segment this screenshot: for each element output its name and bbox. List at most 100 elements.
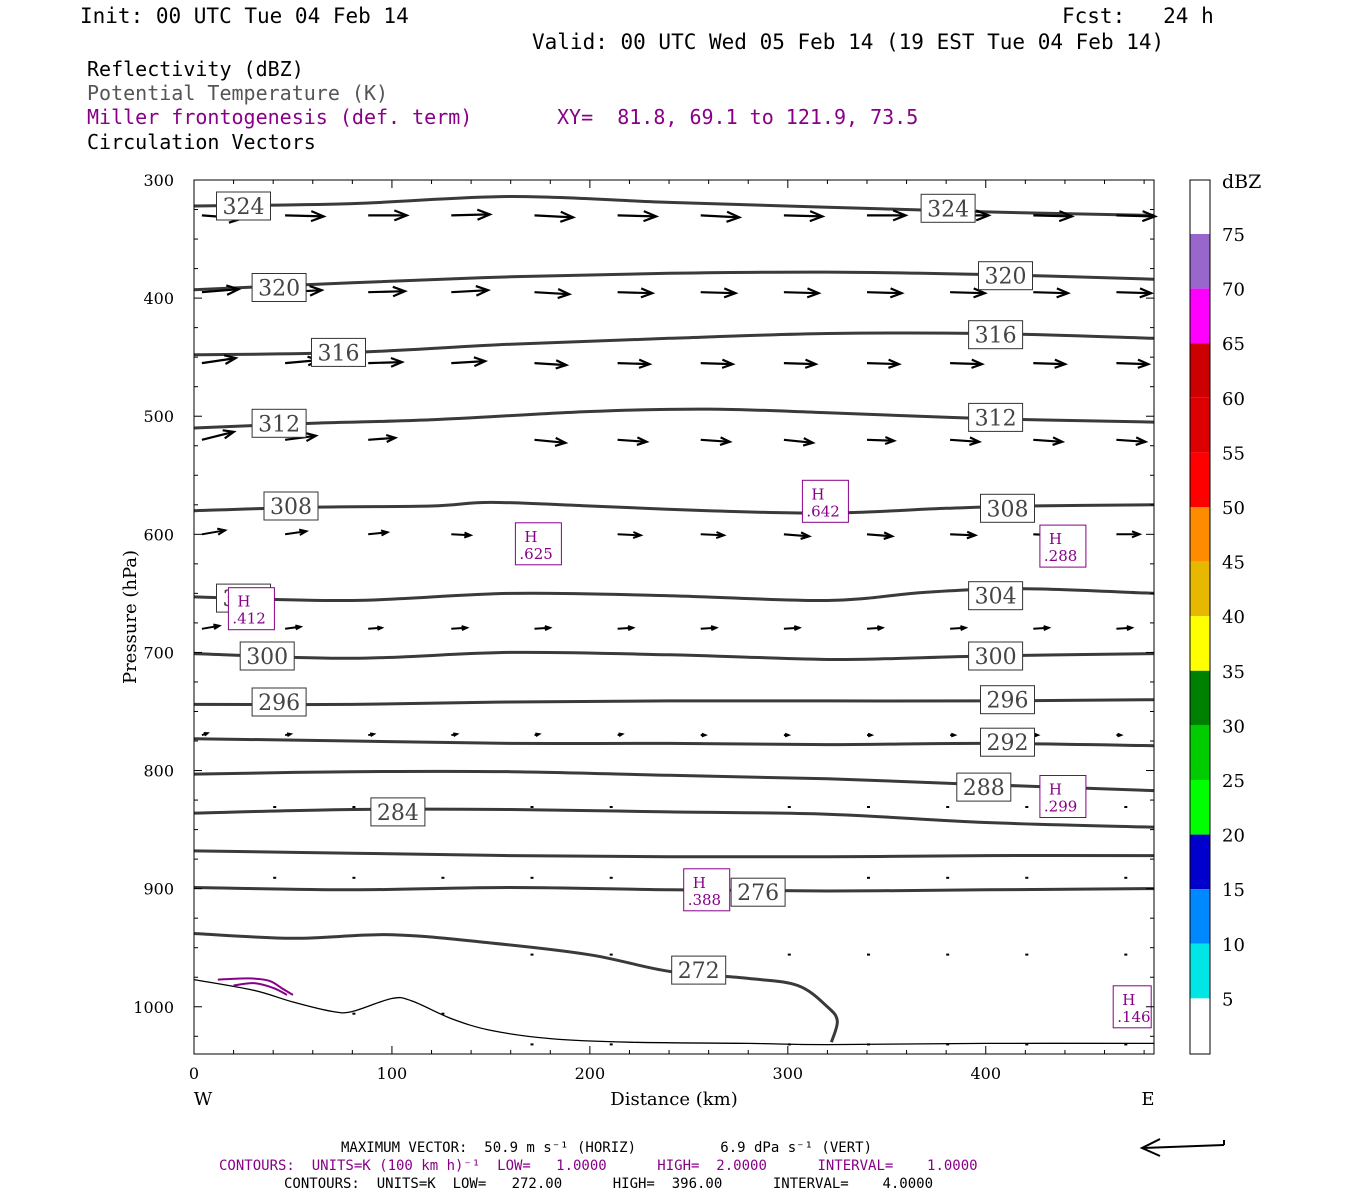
vector-head — [638, 358, 653, 369]
circulation-vector — [201, 527, 228, 536]
circulation-vector — [451, 732, 460, 737]
theta-label-text: 296 — [258, 691, 300, 716]
theta-contour-280 — [193, 849, 1155, 859]
colorbar-segment — [1190, 561, 1210, 617]
vector-head — [973, 287, 988, 299]
colorbar-segment — [1190, 288, 1210, 344]
vector-head — [393, 209, 410, 222]
vector-head — [636, 436, 650, 446]
colorbar-segment — [1190, 180, 1210, 234]
circulation-vector — [609, 806, 613, 808]
fronto-max-label: H — [811, 485, 824, 503]
circulation-vector — [1025, 1043, 1029, 1046]
vector-head — [216, 527, 228, 536]
vector-shaft — [534, 438, 566, 444]
circulation-vector — [285, 210, 327, 223]
theta-label-text: 312 — [975, 406, 1017, 431]
field-frontogenesis: Miller frontogenesis (def. term) — [87, 105, 473, 129]
fronto-max-value: .412 — [232, 610, 265, 628]
circulation-vector — [352, 1012, 356, 1015]
circulation-vector — [946, 876, 950, 879]
colorbar-label: 35 — [1222, 662, 1245, 683]
valid-time: Valid: 00 UTC Wed 05 Feb 14 (19 EST Tue … — [532, 30, 1165, 54]
vector-shaft — [534, 214, 574, 219]
circulation-vector — [950, 732, 958, 738]
circulation-vector — [867, 806, 870, 808]
circulation-vector — [783, 625, 802, 632]
fronto-max-value: .642 — [806, 502, 839, 520]
vector-head — [710, 625, 719, 632]
colorbar-segment — [1190, 507, 1210, 562]
theta-label: 320 — [978, 261, 1033, 291]
theta-label-text: 296 — [987, 689, 1029, 714]
vector-head — [883, 531, 896, 540]
vector-head — [889, 287, 905, 299]
circulation-vector — [867, 876, 870, 879]
colorbar-segment — [1190, 725, 1210, 780]
theta-label-box — [956, 772, 1012, 802]
vector-shaft — [950, 533, 976, 537]
vector-shaft — [866, 291, 902, 295]
forecast-hour: Fcst: 24 h — [1062, 4, 1214, 28]
x-tick-label: 0 — [189, 1064, 199, 1083]
circulation-vector — [700, 732, 708, 738]
theta-label-box — [251, 408, 307, 438]
circulation-vector — [950, 530, 979, 540]
field-reflectivity: Reflectivity (dBZ) — [87, 57, 304, 81]
theta-label-text: 304 — [975, 585, 1017, 610]
fronto-max-label: H — [1049, 781, 1062, 799]
vector-head — [535, 732, 542, 738]
colorbar-segment — [1190, 670, 1210, 726]
vector-head — [618, 732, 625, 738]
circulation-vector — [451, 531, 474, 539]
colorbar-label: 20 — [1222, 826, 1245, 847]
circulation-vector — [866, 625, 886, 632]
circulation-vector — [201, 284, 242, 296]
circulation-vector — [1116, 625, 1135, 632]
vector-head — [784, 732, 792, 738]
circulation-vector — [700, 287, 739, 299]
vector-head — [453, 732, 460, 737]
theta-label-box — [980, 727, 1035, 757]
cross-section-endpoints: XY= 81.8, 69.1 to 121.9, 73.5 — [557, 105, 919, 129]
circulation-vector — [1116, 732, 1124, 738]
colorbar-label: 60 — [1222, 389, 1245, 410]
circulation-vector — [609, 953, 613, 956]
vector-shaft — [617, 214, 657, 218]
circulation-vector — [273, 806, 277, 808]
vector-shaft — [451, 289, 489, 294]
vector-head — [1056, 287, 1071, 299]
theta-label: 292 — [980, 727, 1035, 757]
circulation-vector — [368, 209, 410, 222]
circulation-vector — [530, 1043, 534, 1046]
circulation-vector — [617, 358, 653, 369]
vector-head — [804, 358, 819, 369]
vector-shaft — [617, 362, 650, 366]
vector-head — [461, 625, 470, 632]
init-time: Init: 00 UTC Tue 04 Feb 14 — [80, 4, 409, 28]
theta-label-box — [980, 493, 1035, 523]
vector-shaft — [700, 291, 736, 295]
x-axis-label: Distance (km) — [610, 1089, 737, 1110]
circulation-vector — [617, 436, 650, 446]
vector-head — [1043, 625, 1052, 632]
circulation-vector — [867, 953, 870, 956]
vector-head — [369, 732, 377, 737]
x-tick-label: 200 — [575, 1064, 606, 1083]
theta-label: 308 — [980, 493, 1035, 523]
fronto-max-box — [514, 522, 562, 566]
circulation-vector — [1033, 358, 1069, 369]
circulation-vector — [950, 625, 969, 632]
vector-head — [950, 732, 958, 738]
circulation-vector — [1124, 876, 1128, 879]
colorbar-title: dBZ — [1222, 171, 1261, 193]
theta-label-text: 276 — [737, 881, 779, 906]
fronto-max-box — [227, 587, 275, 631]
circulation-vector — [201, 623, 222, 630]
circulation-vector — [1116, 287, 1155, 299]
theta-label: 276 — [730, 877, 786, 907]
circulation-vector — [617, 531, 644, 539]
theta-label-box — [311, 337, 366, 367]
vector-shaft — [866, 362, 899, 366]
